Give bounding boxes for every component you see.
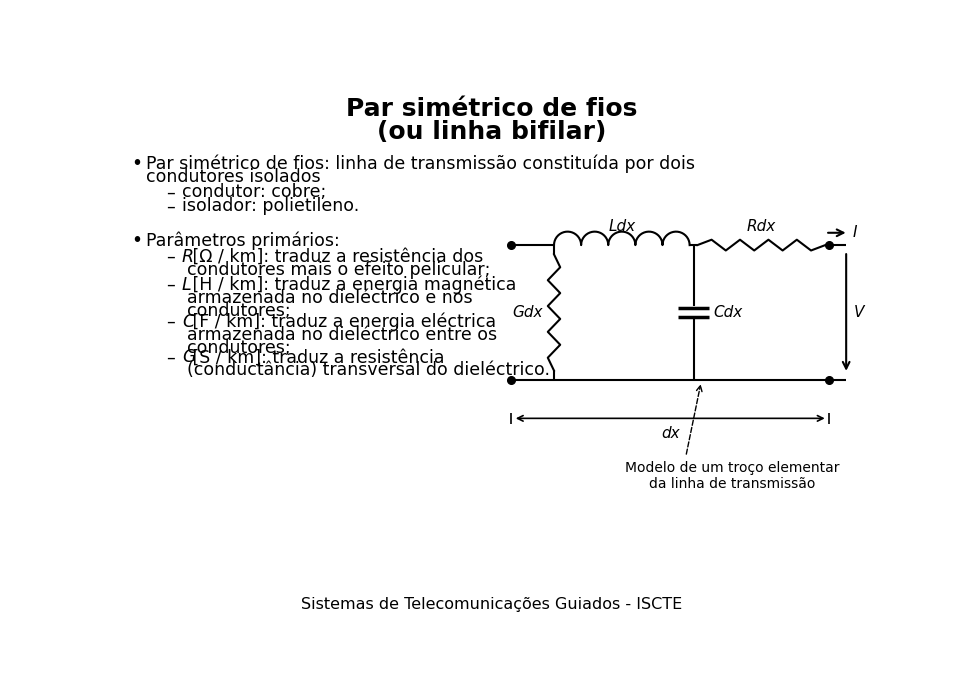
Text: condutores;: condutores;: [187, 339, 291, 357]
Text: dx: dx: [660, 426, 680, 441]
Text: Rdx: Rdx: [747, 218, 776, 234]
Text: –: –: [166, 348, 176, 366]
Text: Parâmetros primários:: Parâmetros primários:: [146, 231, 339, 250]
Text: –: –: [166, 276, 176, 294]
Text: Modelo de um troço elementar
da linha de transmissão: Modelo de um troço elementar da linha de…: [625, 461, 839, 491]
Text: R: R: [182, 248, 194, 266]
Text: condutores isolados: condutores isolados: [146, 168, 321, 186]
Text: [H / km]: traduz a energia magnética: [H / km]: traduz a energia magnética: [187, 276, 516, 295]
Text: [S / km]: traduz a resistência: [S / km]: traduz a resistência: [187, 348, 444, 366]
Text: –: –: [166, 313, 176, 331]
Text: •: •: [132, 154, 143, 173]
Text: –: –: [166, 183, 176, 202]
Text: –: –: [166, 248, 176, 266]
Text: Cdx: Cdx: [713, 305, 743, 320]
Text: isolador: polietileno.: isolador: polietileno.: [182, 197, 359, 215]
Text: L: L: [182, 276, 192, 294]
Text: Sistemas de Telecomunicações Guiados - ISCTE: Sistemas de Telecomunicações Guiados - I…: [301, 596, 683, 612]
Text: armazenada no dieléctrico e nos: armazenada no dieléctrico e nos: [187, 289, 473, 307]
Text: (conductância) transversal do dieléctrico.: (conductância) transversal do dieléctric…: [187, 361, 550, 379]
Text: condutores mais o efeito pelicular;: condutores mais o efeito pelicular;: [187, 261, 491, 279]
Text: [Ω / km]: traduz a resistência dos: [Ω / km]: traduz a resistência dos: [187, 248, 484, 266]
Text: Par simétrico de fios: Par simétrico de fios: [347, 97, 637, 121]
Text: condutor: cobre;: condutor: cobre;: [182, 183, 326, 202]
Text: V: V: [854, 305, 864, 320]
Text: –: –: [166, 197, 176, 215]
Text: G: G: [182, 348, 196, 366]
Text: armazenada no dieléctrico entre os: armazenada no dieléctrico entre os: [187, 326, 497, 344]
Text: C: C: [182, 313, 194, 331]
Text: •: •: [132, 231, 143, 250]
Text: condutores;: condutores;: [187, 302, 291, 320]
Text: [F / km]: traduz a energia eléctrica: [F / km]: traduz a energia eléctrica: [187, 313, 496, 332]
Text: Par simétrico de fios: linha de transmissão constituída por dois: Par simétrico de fios: linha de transmis…: [146, 154, 695, 173]
Text: Ldx: Ldx: [609, 218, 636, 234]
Text: (ou linha bifilar): (ou linha bifilar): [377, 120, 607, 145]
Text: I: I: [852, 225, 857, 240]
Text: Gdx: Gdx: [512, 305, 542, 320]
